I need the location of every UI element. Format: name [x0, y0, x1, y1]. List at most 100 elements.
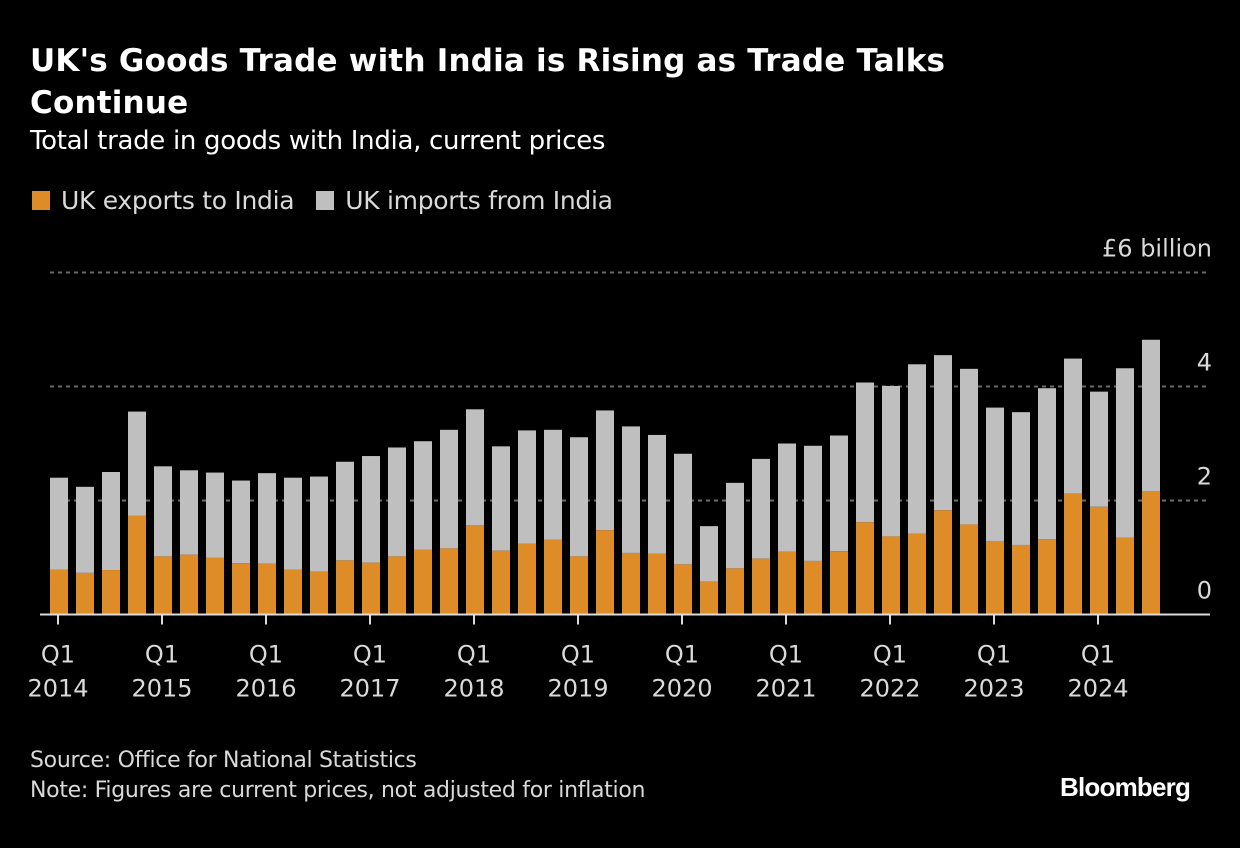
bar-exports-q3-2020 — [726, 568, 744, 615]
x-tick-label-quarter-2015: Q1 — [145, 641, 179, 669]
y-tick-label-4: 4 — [1197, 349, 1212, 377]
bar-imports-q4-2021 — [856, 382, 874, 523]
bar-exports-q2-2016 — [284, 569, 302, 615]
bar-imports-q4-2022 — [960, 368, 978, 525]
bar-exports-q2-2019 — [596, 530, 614, 615]
bar-imports-q2-2023 — [1012, 412, 1030, 545]
x-tick-label-year-2022: 2022 — [859, 675, 920, 703]
bar-imports-q1-2024 — [1090, 391, 1108, 507]
source-note: Source: Office for National Statistics — [30, 748, 417, 773]
bar-exports-q1-2024 — [1090, 506, 1108, 615]
bar-exports-q1-2014 — [50, 569, 68, 615]
x-tick-label-year-2024: 2024 — [1067, 675, 1128, 703]
bloomberg-logo: Bloomberg — [1060, 772, 1191, 802]
bar-exports-q1-2019 — [570, 556, 588, 615]
chart-title: UK's Goods Trade with India is Rising as… — [30, 43, 946, 121]
bar-exports-q4-2018 — [544, 539, 562, 615]
x-tick-label-year-2021: 2021 — [755, 675, 816, 703]
bars — [50, 339, 1160, 615]
bar-exports-q3-2022 — [934, 510, 952, 615]
y-tick-label-2: 2 — [1197, 463, 1212, 491]
bar-exports-q3-2019 — [622, 552, 640, 615]
legend-item-exports: UK exports to India — [32, 186, 295, 215]
x-tick-label-year-2014: 2014 — [27, 675, 88, 703]
bar-imports-q1-2020 — [674, 453, 692, 565]
bar-exports-q3-2018 — [518, 543, 536, 615]
bar-imports-q1-2019 — [570, 437, 588, 557]
bar-exports-q1-2017 — [362, 562, 380, 615]
x-tick-label-quarter-2014: Q1 — [41, 641, 75, 669]
bar-imports-q4-2019 — [648, 434, 666, 554]
bar-exports-q4-2014 — [128, 515, 146, 615]
bar-imports-q1-2014 — [50, 477, 68, 570]
x-tick-label-quarter-2020: Q1 — [665, 641, 699, 669]
stacked-bar-chart: 024£6 billion Q12014Q12015Q12016Q12017Q1… — [27, 235, 1212, 703]
bar-imports-q2-2017 — [388, 447, 406, 557]
bar-imports-q2-2018 — [492, 446, 510, 551]
bar-imports-q1-2021 — [778, 443, 796, 552]
x-axis — [40, 613, 1210, 625]
bar-exports-q4-2022 — [960, 524, 978, 615]
bar-exports-q2-2017 — [388, 556, 406, 615]
bar-exports-q3-2024 — [1142, 491, 1160, 615]
bar-imports-q3-2015 — [206, 472, 224, 558]
x-tick-label-year-2019: 2019 — [547, 675, 608, 703]
bar-exports-q1-2020 — [674, 564, 692, 615]
x-tick-label-year-2015: 2015 — [131, 675, 192, 703]
bar-imports-q2-2014 — [76, 486, 94, 573]
x-tick-label-quarter-2024: Q1 — [1081, 641, 1115, 669]
x-tick-label-quarter-2021: Q1 — [769, 641, 803, 669]
bar-exports-q2-2014 — [76, 572, 94, 615]
bar-exports-q1-2021 — [778, 551, 796, 615]
bar-imports-q1-2016 — [258, 473, 276, 564]
legend-swatch-exports — [32, 191, 50, 210]
bar-imports-q4-2015 — [232, 480, 250, 564]
bar-exports-q4-2023 — [1064, 493, 1082, 615]
bar-exports-q2-2015 — [180, 554, 198, 615]
footer: Source: Office for National Statistics N… — [30, 746, 645, 806]
bar-imports-q2-2016 — [284, 477, 302, 570]
y-axis-labels: 0 2 4 £6 billion — [1102, 235, 1212, 605]
x-tick-label-year-2017: 2017 — [339, 675, 400, 703]
bar-imports-q2-2015 — [180, 470, 198, 555]
bar-exports-q4-2020 — [752, 558, 770, 615]
bar-imports-q3-2019 — [622, 426, 640, 553]
x-axis-labels: Q1 2014 Q1 2015 Q1 2016 Q1 2017 Q1 2018 Q1 2019 Q1 20… — [27, 641, 1128, 703]
bar-imports-q2-2021 — [804, 445, 822, 561]
bar-exports-q4-2021 — [856, 522, 874, 615]
bar-exports-q1-2018 — [466, 525, 484, 615]
bar-imports-q4-2014 — [128, 411, 146, 516]
y-tick-label-0: 0 — [1197, 577, 1212, 605]
bar-imports-q4-2016 — [336, 461, 354, 561]
bar-exports-q3-2014 — [102, 570, 120, 615]
bar-imports-q4-2020 — [752, 458, 770, 559]
bar-imports-q1-2018 — [466, 409, 484, 526]
bar-imports-q2-2020 — [700, 526, 718, 582]
chart-subtitle: Total trade in goods with India, current… — [30, 126, 606, 156]
legend-swatch-imports — [316, 191, 335, 210]
legend-item-imports: UK imports from India — [316, 186, 613, 215]
bar-exports-q2-2020 — [700, 581, 718, 615]
bar-imports-q3-2022 — [934, 355, 952, 511]
bar-exports-q3-2017 — [414, 549, 432, 615]
x-tick-label-year-2023: 2023 — [963, 675, 1024, 703]
x-tick-label-quarter-2017: Q1 — [353, 641, 387, 669]
bar-imports-q3-2014 — [102, 472, 120, 571]
bar-exports-q2-2021 — [804, 560, 822, 615]
x-tick-label-quarter-2018: Q1 — [457, 641, 491, 669]
bar-imports-q3-2016 — [310, 476, 328, 572]
bar-imports-q3-2021 — [830, 435, 848, 552]
bar-imports-q3-2017 — [414, 441, 432, 550]
x-tick-label-year-2018: 2018 — [443, 675, 504, 703]
bar-exports-q2-2022 — [908, 533, 926, 615]
bar-imports-q1-2017 — [362, 456, 380, 563]
bar-imports-q3-2024 — [1142, 339, 1160, 492]
bar-imports-q2-2022 — [908, 364, 926, 534]
legend-label-imports: UK imports from India — [345, 186, 613, 215]
bar-exports-q1-2022 — [882, 536, 900, 615]
x-tick-label-quarter-2022: Q1 — [873, 641, 907, 669]
bar-imports-q1-2022 — [882, 385, 900, 537]
inflation-note: Note: Figures are current prices, not ad… — [30, 778, 646, 803]
bar-exports-q4-2015 — [232, 563, 250, 615]
y-tick-label-6: £6 billion — [1102, 235, 1212, 263]
